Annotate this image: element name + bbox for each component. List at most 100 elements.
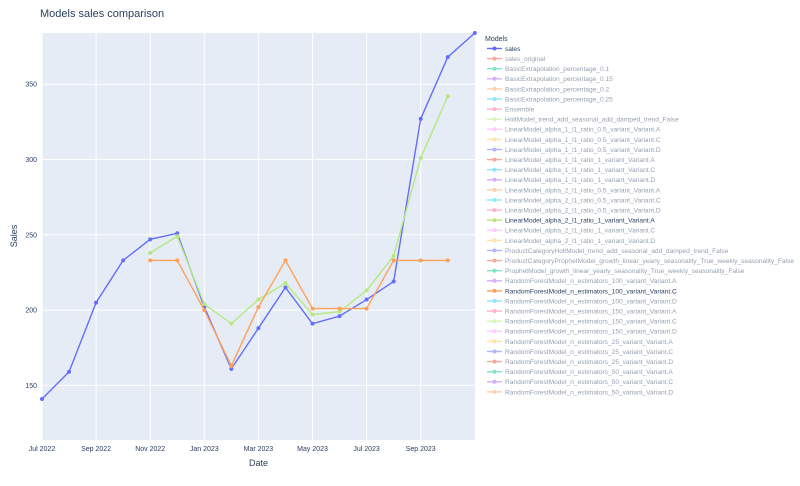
legend-item[interactable]: LinearModel_alpha_1_l1_ratio_0.5_variant…	[487, 147, 661, 154]
legend-item[interactable]: RandomForestModel_n_estimators_50_varian…	[487, 369, 673, 376]
legend-item[interactable]: RandomForestModel_n_estimators_50_varian…	[487, 379, 673, 386]
legend-swatch-marker	[492, 86, 497, 91]
legend-swatch-marker	[492, 228, 497, 233]
legend-label: RandomForestModel_n_estimators_150_varia…	[505, 319, 677, 326]
legend-label: RandomForestModel_n_estimators_150_varia…	[505, 309, 677, 316]
legend-label: RandomForestModel_n_estimators_50_varian…	[505, 369, 673, 376]
legend-item[interactable]: LinearModel_alpha_1_l1_ratio_0.5_variant…	[487, 137, 661, 144]
legend-label: BasicExtrapolation_percentage_0.2	[505, 86, 609, 93]
legend-label: ProphetModel_growth_linear_yearly_season…	[505, 268, 745, 275]
legend-item[interactable]: LinearModel_alpha_2_l1_ratio_0.5_variant…	[487, 187, 661, 194]
legend-label: LinearModel_alpha_2_l1_ratio_0.5_variant…	[505, 187, 661, 194]
legend-swatch-marker	[492, 248, 497, 253]
legend-label: LinearModel_alpha_2_l1_ratio_0.5_variant…	[505, 197, 661, 204]
legend-item[interactable]: RandomForestModel_n_estimators_100_varia…	[487, 298, 677, 305]
data-point	[40, 396, 44, 401]
legend-item[interactable]: BasicExtrapolation_percentage_0.25	[487, 96, 613, 103]
legend-item[interactable]: RandomForestModel_n_estimators_25_varian…	[487, 359, 673, 366]
data-point	[148, 258, 153, 263]
legend-item[interactable]: RandomForestModel_n_estimators_100_varia…	[487, 288, 677, 295]
legend-label: RandomForestModel_n_estimators_50_varian…	[505, 389, 673, 396]
x-tick-label: May 2023	[297, 446, 328, 453]
data-point	[310, 312, 315, 317]
legend-item[interactable]: sales	[487, 46, 521, 53]
legend-label: HoltModel_trend_add_seasonal_add_damped_…	[505, 117, 679, 124]
data-point	[418, 116, 423, 121]
legend-swatch-marker	[492, 309, 497, 314]
legend-swatch-marker	[492, 127, 497, 132]
legend-label: sales_original	[505, 56, 546, 63]
legend-item[interactable]: RandomForestModel_n_estimators_100_varia…	[487, 278, 677, 285]
legend-item[interactable]: BasicExtrapolation_percentage_0.15	[487, 76, 613, 83]
legend-item[interactable]: sales_original	[487, 56, 546, 63]
legend-item[interactable]: RandomForestModel_n_estimators_25_varian…	[487, 339, 673, 346]
legend-label: RandomForestModel_n_estimators_25_varian…	[505, 349, 673, 356]
legend-item[interactable]: LinearModel_alpha_1_l1_ratio_1_variant_V…	[487, 157, 655, 164]
y-tick-label: 150	[25, 383, 37, 390]
series-line-randomforestmodel-n-estimators-100-variant-variant-c	[150, 258, 448, 368]
x-axis-title: Date	[249, 458, 268, 468]
data-point	[202, 302, 207, 307]
legend-label: RandomForestModel_n_estimators_150_varia…	[505, 329, 677, 336]
legend[interactable]: sales sales_original BasicExtrapolation_pe…	[487, 46, 794, 396]
x-tick-label: Sep 2022	[81, 446, 111, 453]
legend-title: Models	[485, 36, 508, 43]
legend-label: LinearModel_alpha_1_l1_ratio_1_variant_V…	[505, 157, 655, 164]
legend-swatch-marker	[492, 137, 497, 142]
data-point	[337, 309, 342, 314]
legend-item[interactable]: ProductCategoryProphetModel_growth_linea…	[487, 258, 794, 265]
y-tick-label: 300	[25, 157, 37, 164]
legend-swatch-marker	[492, 278, 497, 283]
legend-swatch-marker	[492, 117, 497, 122]
legend-label: ProductCategoryHoltModel_trend_add_seaso…	[505, 248, 729, 255]
data-point	[175, 231, 180, 236]
legend-item[interactable]: RandomForestModel_n_estimators_150_varia…	[487, 319, 677, 326]
legend-item[interactable]: LinearModel_alpha_2_l1_ratio_1_variant_V…	[487, 228, 655, 235]
legend-item[interactable]: LinearModel_alpha_2_l1_ratio_0.5_variant…	[487, 208, 661, 215]
legend-swatch-marker	[492, 369, 497, 374]
legend-swatch-marker	[492, 299, 497, 303]
data-point	[229, 363, 234, 368]
legend-item[interactable]: RandomForestModel_n_estimators_25_varian…	[487, 349, 673, 356]
legend-swatch-marker	[492, 258, 497, 263]
legend-label: BasicExtrapolation_percentage_0.1	[505, 66, 609, 73]
legend-item[interactable]: LinearModel_alpha_1_l1_ratio_0.5_variant…	[487, 127, 661, 134]
legend-item[interactable]: BasicExtrapolation_percentage_0.1	[487, 66, 609, 73]
legend-item[interactable]: LinearModel_alpha_2_l1_ratio_0.5_variant…	[487, 197, 661, 204]
data-point	[148, 250, 153, 255]
data-point	[202, 308, 207, 313]
legend-item[interactable]: LinearModel_alpha_1_l1_ratio_1_variant_V…	[487, 177, 655, 184]
data-point	[445, 94, 450, 99]
legend-swatch-marker	[492, 177, 497, 182]
data-point	[229, 321, 234, 326]
data-point	[310, 306, 315, 311]
legend-swatch-marker	[492, 107, 497, 112]
legend-swatch-marker	[492, 389, 497, 394]
legend-item[interactable]: RandomForestModel_n_estimators_150_varia…	[487, 329, 677, 336]
legend-item[interactable]: LinearModel_alpha_2_l1_ratio_1_variant_V…	[487, 238, 655, 245]
legend-label: BasicExtrapolation_percentage_0.25	[505, 96, 613, 103]
legend-item[interactable]: HoltModel_trend_add_seasonal_add_damped_…	[487, 117, 679, 124]
legend-item[interactable]: LinearModel_alpha_1_l1_ratio_1_variant_V…	[487, 167, 655, 174]
legend-item[interactable]: ProductCategoryHoltModel_trend_add_seaso…	[487, 248, 729, 255]
legend-swatch-marker	[492, 359, 497, 364]
x-tick-label: Jan 2023	[190, 446, 219, 453]
legend-item[interactable]: ProphetModel_growth_linear_yearly_season…	[487, 268, 745, 275]
data-point	[337, 314, 342, 319]
y-tick-label: 350	[25, 82, 37, 89]
legend-item[interactable]: LinearModel_alpha_2_l1_ratio_1_variant_V…	[487, 218, 655, 225]
data-point	[256, 305, 261, 310]
legend-item[interactable]: RandomForestModel_n_estimators_50_varian…	[487, 389, 673, 396]
data-point	[175, 234, 180, 239]
legend-item[interactable]: Ensemble	[487, 107, 535, 114]
legend-item[interactable]: RandomForestModel_n_estimators_150_varia…	[487, 309, 677, 316]
data-point	[364, 288, 369, 293]
grid-lines	[41, 33, 475, 440]
legend-swatch-marker	[492, 268, 497, 273]
data-point	[337, 306, 342, 311]
legend-label: RandomForestModel_n_estimators_100_varia…	[505, 298, 677, 305]
data-point	[256, 326, 261, 331]
legend-swatch-marker	[492, 198, 497, 202]
legend-item[interactable]: BasicExtrapolation_percentage_0.2	[487, 86, 609, 93]
